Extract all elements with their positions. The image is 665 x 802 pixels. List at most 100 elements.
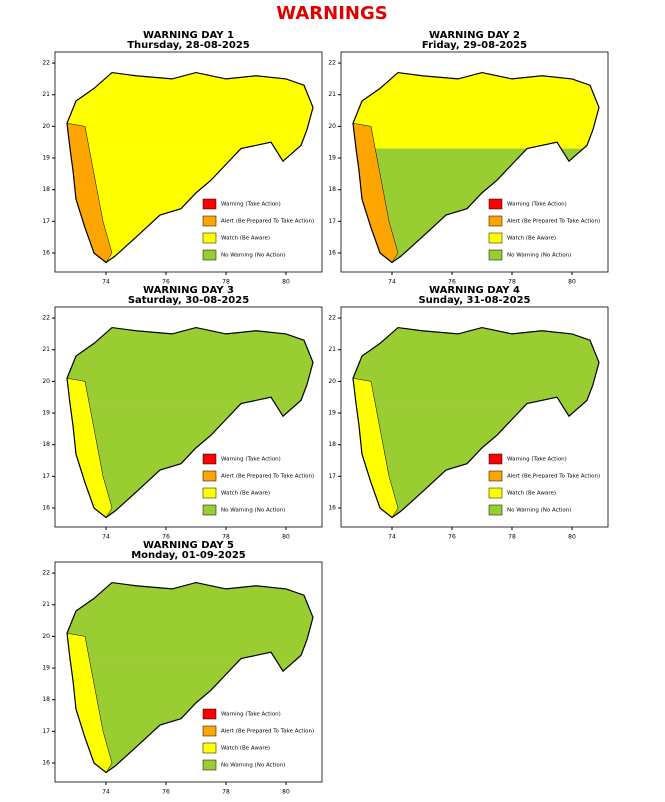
x-tick-label: 80 bbox=[282, 279, 290, 286]
legend-swatch bbox=[488, 487, 503, 499]
x-tick-label: 76 bbox=[162, 279, 170, 286]
y-tick-label: 22 bbox=[328, 315, 336, 322]
legend-swatch bbox=[202, 232, 217, 244]
legend-label: No Warning (No Action) bbox=[221, 508, 285, 514]
state-outline bbox=[66, 326, 314, 519]
y-tick-label: 17 bbox=[42, 473, 50, 480]
legend-swatch bbox=[202, 708, 217, 720]
y-tick-label: 18 bbox=[328, 441, 336, 448]
y-tick-label: 20 bbox=[328, 378, 336, 385]
north-region bbox=[353, 72, 599, 149]
panel-title: WARNING DAY 5 bbox=[143, 540, 234, 551]
y-tick-label: 17 bbox=[328, 218, 336, 225]
y-tick-label: 21 bbox=[328, 346, 336, 353]
legend-label: Alert (Be Prepared To Take Action) bbox=[221, 729, 314, 735]
panel-subtitle: Saturday, 30-08-2025 bbox=[128, 295, 249, 306]
y-tick-label: 16 bbox=[328, 505, 336, 512]
y-tick-label: 16 bbox=[42, 760, 50, 767]
y-tick-label: 20 bbox=[42, 633, 50, 640]
x-tick-label: 78 bbox=[508, 279, 516, 286]
y-tick-label: 16 bbox=[42, 505, 50, 512]
y-tick-label: 20 bbox=[42, 378, 50, 385]
legend-swatch bbox=[488, 470, 503, 482]
y-tick-label: 18 bbox=[328, 186, 336, 193]
legend-swatch bbox=[488, 215, 503, 227]
x-tick-label: 74 bbox=[102, 279, 110, 286]
x-tick-label: 76 bbox=[162, 534, 170, 541]
y-tick-label: 21 bbox=[42, 91, 50, 98]
legend-label: Warning (Take Action) bbox=[507, 202, 567, 208]
panel-title: WARNING DAY 4 bbox=[429, 285, 520, 296]
y-tick-label: 17 bbox=[42, 218, 50, 225]
axes-frame bbox=[54, 51, 323, 273]
legend-swatch bbox=[202, 725, 217, 737]
x-tick-label: 78 bbox=[222, 279, 230, 286]
y-tick-label: 21 bbox=[42, 346, 50, 353]
legend-label: Watch (Be Aware) bbox=[221, 236, 270, 242]
y-tick-label: 22 bbox=[42, 315, 50, 322]
state-outline bbox=[352, 326, 600, 519]
legend-swatch bbox=[488, 232, 503, 244]
legend-swatch bbox=[488, 198, 503, 210]
x-tick-label: 80 bbox=[568, 279, 576, 286]
y-tick-label: 18 bbox=[42, 186, 50, 193]
legend-swatch bbox=[202, 198, 217, 210]
legend-label: Warning (Take Action) bbox=[221, 712, 281, 718]
axes-frame bbox=[340, 51, 609, 273]
panel-subtitle: Thursday, 28-08-2025 bbox=[127, 40, 250, 51]
x-tick-label: 78 bbox=[222, 789, 230, 796]
panel-title: WARNING DAY 1 bbox=[143, 30, 234, 41]
axes-frame bbox=[54, 561, 323, 783]
x-tick-label: 76 bbox=[448, 534, 456, 541]
panel-subtitle: Monday, 01-09-2025 bbox=[131, 550, 246, 561]
north-region bbox=[67, 72, 313, 149]
x-tick-label: 76 bbox=[448, 279, 456, 286]
axes-frame bbox=[340, 306, 609, 528]
panel-subtitle: Friday, 29-08-2025 bbox=[422, 40, 527, 51]
y-tick-label: 18 bbox=[42, 441, 50, 448]
north-region bbox=[67, 582, 313, 659]
legend-label: Alert (Be Prepared To Take Action) bbox=[507, 219, 600, 225]
y-tick-label: 20 bbox=[42, 123, 50, 130]
legend-swatch bbox=[202, 453, 217, 465]
x-tick-label: 80 bbox=[282, 534, 290, 541]
state-outline bbox=[66, 581, 314, 774]
y-tick-label: 19 bbox=[42, 155, 50, 162]
x-tick-label: 78 bbox=[508, 534, 516, 541]
legend-swatch bbox=[488, 453, 503, 465]
legend-label: Watch (Be Aware) bbox=[221, 491, 270, 497]
y-tick-label: 19 bbox=[42, 665, 50, 672]
y-tick-label: 19 bbox=[42, 410, 50, 417]
legend-label: Alert (Be Prepared To Take Action) bbox=[221, 219, 314, 225]
y-tick-label: 17 bbox=[328, 473, 336, 480]
y-tick-label: 22 bbox=[328, 60, 336, 67]
legend-label: Watch (Be Aware) bbox=[221, 746, 270, 752]
legend-swatch bbox=[202, 470, 217, 482]
y-tick-label: 21 bbox=[42, 601, 50, 608]
panel-title: WARNING DAY 3 bbox=[143, 285, 234, 296]
x-tick-label: 74 bbox=[388, 279, 396, 286]
state-outline bbox=[66, 71, 314, 264]
legend-label: Alert (Be Prepared To Take Action) bbox=[221, 474, 314, 480]
panel-subtitle: Sunday, 31-08-2025 bbox=[418, 295, 530, 306]
y-tick-label: 21 bbox=[328, 91, 336, 98]
legend-label: Watch (Be Aware) bbox=[507, 491, 556, 497]
y-tick-label: 17 bbox=[42, 728, 50, 735]
x-tick-label: 74 bbox=[102, 789, 110, 796]
north-region bbox=[67, 327, 313, 404]
legend-label: Warning (Take Action) bbox=[221, 202, 281, 208]
x-tick-label: 80 bbox=[282, 789, 290, 796]
y-tick-label: 16 bbox=[42, 250, 50, 257]
state-outline bbox=[352, 71, 600, 264]
x-tick-label: 76 bbox=[162, 789, 170, 796]
axes-frame bbox=[54, 306, 323, 528]
legend-swatch bbox=[488, 504, 503, 516]
legend-label: Watch (Be Aware) bbox=[507, 236, 556, 242]
panel-title: WARNING DAY 2 bbox=[429, 30, 520, 41]
legend-swatch bbox=[202, 249, 217, 261]
legend-label: Warning (Take Action) bbox=[221, 457, 281, 463]
